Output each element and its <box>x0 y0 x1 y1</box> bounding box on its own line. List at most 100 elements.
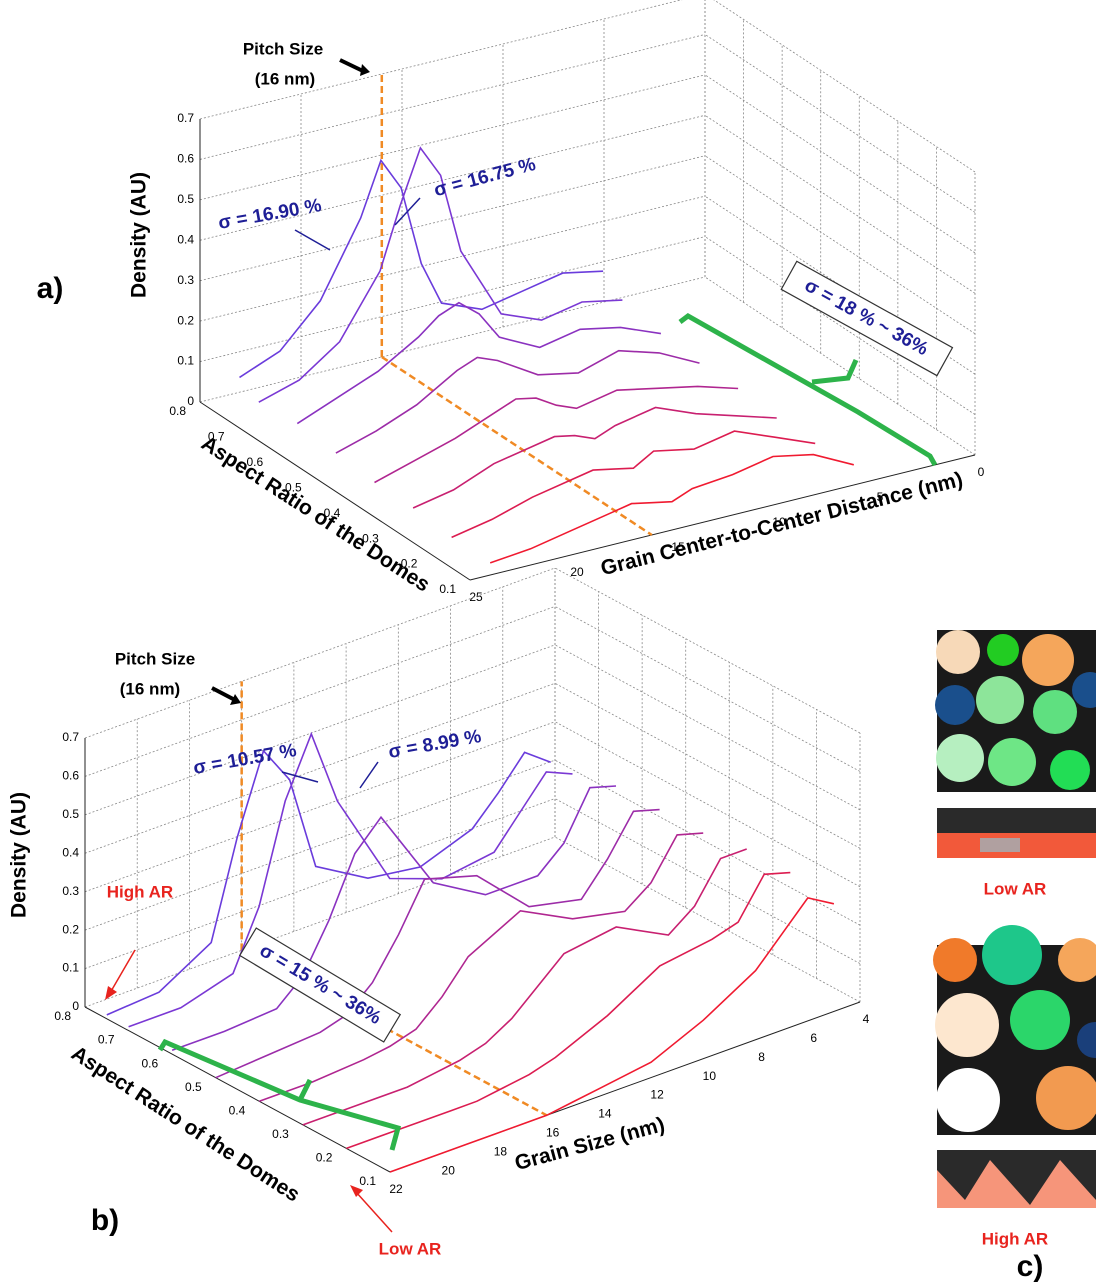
x-tick-label: 15 <box>671 540 685 554</box>
arrow <box>339 58 366 74</box>
panel-label: b) <box>91 1204 119 1237</box>
density-curve <box>489 453 854 564</box>
z-tick-label: 0.4 <box>62 845 79 859</box>
leader <box>281 771 319 783</box>
grain <box>976 676 1024 724</box>
sigma-label: σ = 10.57 % <box>192 740 299 779</box>
grid-line <box>554 721 861 888</box>
density-curve <box>346 871 791 1150</box>
y-tick-label: 0.5 <box>285 480 302 494</box>
z-tick-label: 0.5 <box>62 807 79 821</box>
density-curve <box>171 785 617 1052</box>
density-curve <box>296 301 662 425</box>
y-tick-label: 0.7 <box>98 1033 115 1047</box>
grid-line <box>704 74 976 254</box>
grid-line <box>84 644 556 816</box>
range-box: σ = 15 % ~ 36% <box>238 927 402 1043</box>
y-tick-label: 0.2 <box>316 1151 333 1165</box>
density-curve <box>302 848 747 1126</box>
arrow <box>109 949 136 994</box>
z-tick-label: 0 <box>72 999 79 1013</box>
density-curve <box>374 385 739 484</box>
axis-line <box>84 1006 391 1173</box>
grain <box>1050 750 1090 790</box>
z-tick-label: 0.6 <box>62 769 79 783</box>
density-curve <box>128 731 573 1028</box>
density-curve <box>215 808 660 1079</box>
z-tick-label: 0.5 <box>177 192 194 206</box>
density-curve <box>451 430 816 539</box>
z-tick-label: 0 <box>187 394 194 408</box>
arrow <box>355 1191 393 1233</box>
bracket-tip <box>297 1078 313 1102</box>
range-box: σ = 18 % ~ 36% <box>780 260 954 377</box>
z-tick-label: 0.2 <box>177 313 194 327</box>
y-axis-label: Aspect Ratio of the Domes <box>197 432 434 597</box>
panel-label: a) <box>37 272 64 305</box>
panel-c: Low AR High AR c) <box>933 630 1096 1283</box>
z-tick-label: 0.1 <box>62 961 79 975</box>
grid-line <box>84 759 556 931</box>
grain <box>982 925 1042 985</box>
panel-label: c) <box>1017 1250 1044 1283</box>
grid-line <box>199 236 706 362</box>
z-tick-label: 0.1 <box>177 354 194 368</box>
grain <box>936 630 980 674</box>
arrow <box>211 686 236 702</box>
z-tick-label: 0.3 <box>177 273 194 287</box>
grain <box>936 1068 1000 1132</box>
y-tick-label: 0.3 <box>272 1127 289 1141</box>
pitch-value: (16 nm) <box>120 679 180 698</box>
x-tick-label: 4 <box>863 1012 870 1026</box>
range-frame <box>238 927 402 1043</box>
grid-line <box>554 606 861 772</box>
x-tick-label: 18 <box>494 1144 508 1158</box>
grain <box>1033 690 1077 734</box>
arrow-head <box>105 986 117 1000</box>
low-ar-label: Low AR <box>379 1239 442 1258</box>
x-tick-label: 5 <box>877 490 884 504</box>
y-tick-label: 0.6 <box>141 1056 158 1070</box>
grain <box>1058 938 1096 982</box>
x-axis-label: Grain Center-to-Center Distance (nm) <box>598 468 965 580</box>
grid-line <box>704 155 976 335</box>
grain <box>1072 672 1096 708</box>
x-axis-label: Grain Size (nm) <box>512 1113 667 1175</box>
high-ar-label: High AR <box>107 882 173 901</box>
low-ar-label: Low AR <box>984 879 1047 898</box>
grain <box>1010 990 1070 1050</box>
pitch-title: Pitch Size <box>243 39 323 58</box>
pitch-title: Pitch Size <box>115 649 195 668</box>
grid-line <box>704 276 976 456</box>
y-tick-label: 0.2 <box>401 557 418 571</box>
profile-fill <box>937 1160 1096 1208</box>
grid-line <box>199 114 706 241</box>
density-curve <box>335 349 700 454</box>
x-tick-label: 0 <box>978 465 985 479</box>
density-curve <box>259 832 704 1103</box>
axis-line <box>469 454 976 581</box>
z-tick-label: 0.4 <box>177 232 194 246</box>
x-tick-label: 25 <box>469 590 483 604</box>
arrow-head <box>230 694 241 705</box>
x-tick-label: 14 <box>598 1107 612 1121</box>
z-axis-label: Density (AU) <box>8 792 31 918</box>
grid-line <box>199 74 706 201</box>
grid-line <box>554 682 861 849</box>
density-curve <box>258 146 623 403</box>
y-tick-label: 0.8 <box>169 404 186 418</box>
x-tick-label: 6 <box>810 1031 817 1045</box>
z-tick-label: 0.7 <box>62 730 79 744</box>
grid-line <box>554 644 861 811</box>
grain <box>987 634 1019 666</box>
grain <box>936 734 984 782</box>
leader <box>394 197 421 226</box>
pitch-value: (16 nm) <box>255 69 315 88</box>
range-label: σ = 15 % ~ 36% <box>256 940 385 1029</box>
x-tick-label: 8 <box>758 1050 765 1064</box>
y-tick-label: 0.4 <box>324 506 341 520</box>
grid-line <box>554 836 861 1003</box>
axis-line <box>199 401 471 581</box>
grid-line <box>199 34 706 160</box>
